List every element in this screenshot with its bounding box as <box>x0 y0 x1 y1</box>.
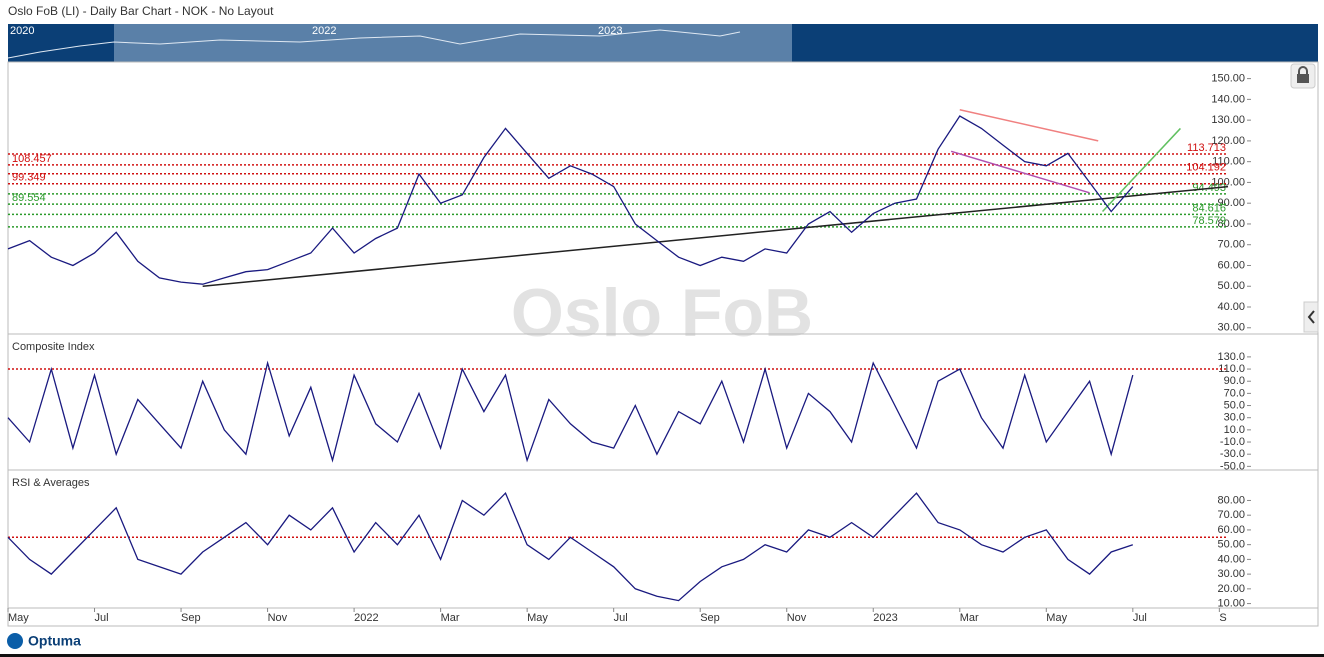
logo: Optuma <box>28 633 81 649</box>
y-tick-label: 120.00 <box>1211 135 1245 147</box>
level-label: 108.457 <box>12 153 52 165</box>
y-tick-label: 140.00 <box>1211 93 1245 105</box>
series-line <box>7 360 1134 463</box>
x-tick-label: Sep <box>700 612 720 624</box>
x-tick-label: Mar <box>441 612 460 624</box>
y-tick-label: -10.0 <box>1220 436 1245 448</box>
y-tick-label: 10.00 <box>1217 597 1245 609</box>
y-tick-label: 40.00 <box>1217 553 1245 565</box>
navigator-label: 2020 <box>10 25 34 37</box>
y-tick-label: 50.0 <box>1224 399 1245 411</box>
x-tick-label: S <box>1219 612 1226 624</box>
y-tick-label: 60.00 <box>1217 259 1245 271</box>
x-tick-label: Sep <box>181 612 201 624</box>
y-tick-label: 50.00 <box>1217 280 1245 292</box>
x-tick-label: Jul <box>1133 612 1147 624</box>
y-tick-label: 30.0 <box>1224 412 1245 424</box>
y-tick-label: 30.00 <box>1217 322 1245 334</box>
level-label: 89.554 <box>12 192 46 204</box>
x-tick-label: Nov <box>268 612 288 624</box>
watermark: Oslo FoB <box>511 275 813 351</box>
y-tick-label: 10.0 <box>1224 424 1245 436</box>
y-tick-label: 20.00 <box>1217 583 1245 595</box>
y-tick-label: 130.0 <box>1217 351 1245 363</box>
lock-icon <box>1298 66 1308 74</box>
side-toggle[interactable] <box>1303 301 1319 333</box>
chart-frame <box>7 61 1319 627</box>
level-label: 78.579 <box>1192 215 1226 227</box>
footer <box>0 630 1324 657</box>
panel-title: Composite Index <box>12 341 95 353</box>
chart-title: Oslo FoB (LI) - Daily Bar Chart - NOK - … <box>8 4 274 18</box>
trendline <box>202 185 1229 287</box>
y-tick-label: 30.00 <box>1217 568 1245 580</box>
side-toggle-icon <box>1307 310 1315 324</box>
y-tick-label: 70.0 <box>1224 387 1245 399</box>
level-label: 84.616 <box>1192 202 1226 214</box>
y-tick-label: 60.00 <box>1217 524 1245 536</box>
x-tick-label: 2023 <box>873 612 897 624</box>
y-tick-label: 130.00 <box>1211 114 1245 126</box>
y-tick-label: 100.00 <box>1211 176 1245 188</box>
x-tick-label: Nov <box>787 612 807 624</box>
y-tick-label: 90.00 <box>1217 197 1245 209</box>
x-tick-label: Mar <box>960 612 979 624</box>
x-tick-label: Jul <box>614 612 628 624</box>
x-tick-label: Jul <box>95 612 109 624</box>
y-tick-label: 80.00 <box>1217 494 1245 506</box>
panel-title: RSI & Averages <box>12 477 90 489</box>
trendline <box>950 150 1090 194</box>
navigator-label: 2023 <box>598 25 622 37</box>
series-line <box>7 115 1134 285</box>
trendline <box>959 109 1099 142</box>
y-tick-label: 110.0 <box>1218 363 1245 375</box>
y-tick-label: 50.00 <box>1217 539 1245 551</box>
y-tick-label: 150.00 <box>1211 73 1245 85</box>
navigator-line <box>7 29 741 59</box>
y-tick-label: -50.0 <box>1220 460 1245 472</box>
lock-icon <box>1297 74 1309 83</box>
trendline <box>1101 127 1181 213</box>
logo-icon <box>7 633 23 649</box>
level-label: 99.349 <box>12 172 46 184</box>
x-tick-label: May <box>8 612 29 624</box>
y-tick-label: 70.00 <box>1217 239 1245 251</box>
y-tick-label: 90.0 <box>1224 375 1245 387</box>
y-tick-label: -30.0 <box>1220 448 1245 460</box>
level-label: 104.192 <box>1186 162 1226 174</box>
bottom-bar <box>0 654 1324 657</box>
x-tick-label: May <box>1046 612 1067 624</box>
navigator-label: 2022 <box>312 25 336 37</box>
series-line <box>7 491 1134 602</box>
x-tick-label: 2022 <box>354 612 378 624</box>
x-tick-label: May <box>527 612 548 624</box>
y-tick-label: 70.00 <box>1217 509 1245 521</box>
y-tick-label: 40.00 <box>1217 301 1245 313</box>
level-label: 113.713 <box>1187 142 1226 154</box>
